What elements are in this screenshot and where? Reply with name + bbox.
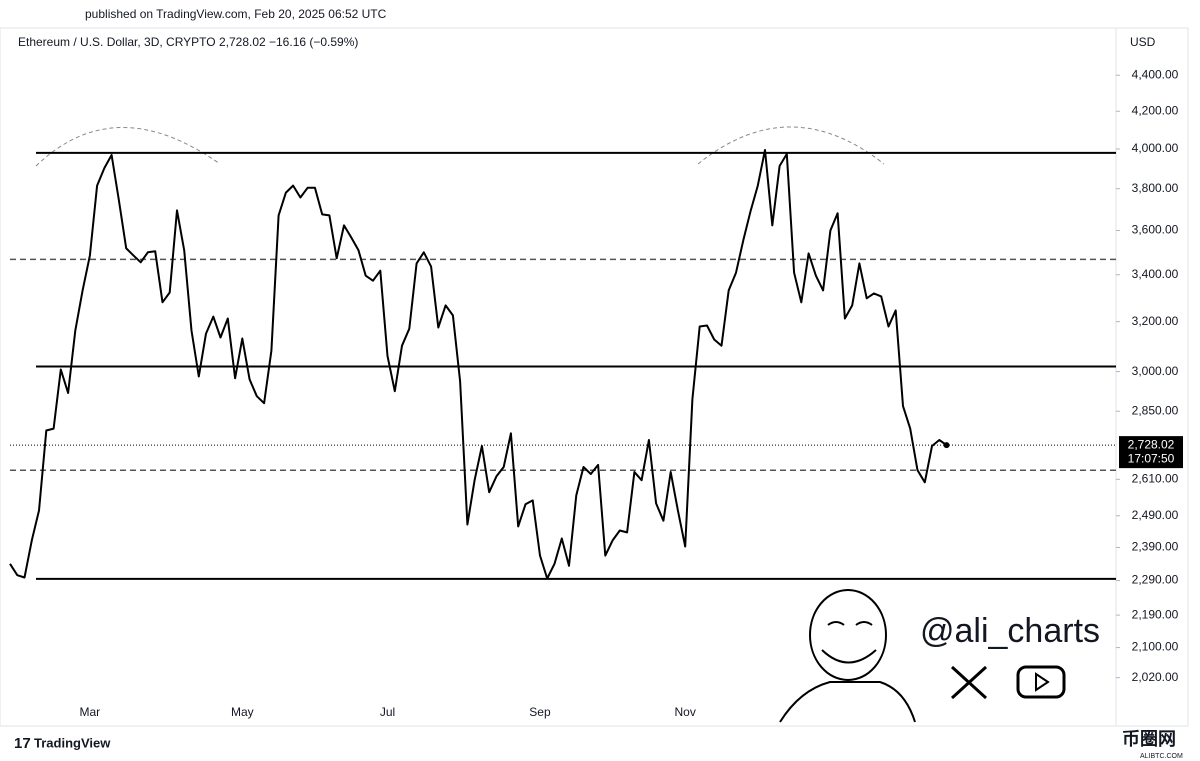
y-tick-label: 2,490.00 — [1132, 508, 1179, 522]
y-tick-label: 4,200.00 — [1132, 103, 1179, 117]
y-tick-label: 2,290.00 — [1132, 573, 1179, 587]
y-tick-label: 2,850.00 — [1132, 403, 1179, 417]
x-tick-label: Jul — [380, 705, 395, 719]
arc — [35, 127, 221, 167]
published-note: published on TradingView.com, Feb 20, 20… — [85, 7, 387, 21]
watermark-sub: ALIBTC.COM — [1140, 753, 1183, 760]
brand: TradingView — [34, 735, 111, 750]
x-tick-label: May — [231, 705, 254, 719]
y-tick-label: 3,800.00 — [1132, 181, 1179, 195]
y-tick-label: 4,400.00 — [1132, 67, 1179, 81]
countdown: 17:07:50 — [1128, 451, 1175, 465]
watermark: 币圈网 — [1122, 729, 1176, 749]
frame — [0, 27, 1189, 727]
y-tick-label: 3,200.00 — [1132, 314, 1179, 328]
y-tick-label: 2,390.00 — [1132, 540, 1179, 554]
y-tick-label: 4,000.00 — [1132, 141, 1179, 155]
y-tick-label: 2,100.00 — [1132, 640, 1179, 654]
y-tick-label: 3,000.00 — [1132, 364, 1179, 378]
x-tick-label: Mar — [80, 705, 101, 719]
social-icons — [950, 665, 1066, 700]
avatar — [779, 589, 916, 723]
y-tick-label: 2,610.00 — [1132, 472, 1179, 486]
y-tick-label: 3,600.00 — [1132, 223, 1179, 237]
x-tick-label: Nov — [675, 705, 696, 719]
y-tick-label: 2,190.00 — [1132, 607, 1179, 621]
arc — [697, 126, 885, 165]
logo-mark: 17 — [14, 735, 31, 752]
price-box — [1119, 436, 1183, 469]
price-label: 2,728.02 — [1128, 437, 1175, 451]
price-line-series — [9, 149, 948, 580]
y-axis-label: USD — [1130, 35, 1156, 49]
chart-title: Ethereum / U.S. Dollar, 3D, CRYPTO 2,728… — [18, 35, 358, 49]
y-tick-label: 3,400.00 — [1132, 267, 1179, 281]
x-tick-label: Sep — [529, 705, 551, 719]
y-tick-label: 2,020.00 — [1132, 670, 1179, 684]
handle: @ali_charts — [920, 612, 1100, 650]
last-point — [943, 442, 950, 449]
